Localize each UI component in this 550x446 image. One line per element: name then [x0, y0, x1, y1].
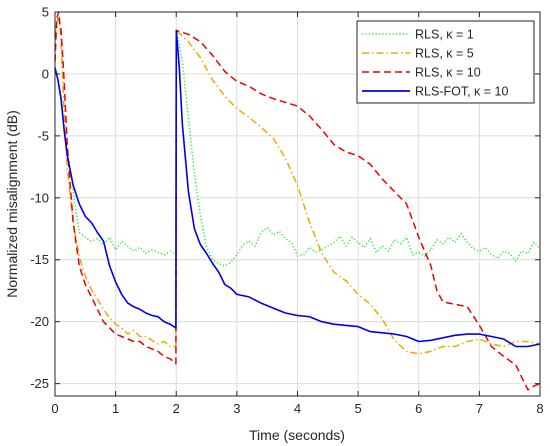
series-line-1: [54, 29, 541, 267]
y-tick-label: -20: [30, 314, 49, 329]
y-tick-label: 5: [42, 5, 49, 20]
legend-label-4: RLS-FOT, κ = 10: [415, 85, 508, 99]
y-tick-label: -15: [30, 252, 49, 267]
x-tick-label: 0: [51, 401, 58, 416]
series-line-4: [54, 29, 541, 348]
series-line-2: [54, 17, 541, 355]
x-tick-label: 4: [294, 401, 301, 416]
y-tick-label: 0: [42, 66, 49, 81]
legend: RLS, κ = 1 RLS, κ = 5 RLS, κ = 10 RLS-FOT, …: [356, 20, 535, 104]
x-tick-label: 7: [476, 401, 483, 416]
series-lines: [54, 11, 541, 391]
series-line-3: [54, 11, 541, 391]
legend-label-2: RLS, κ = 5: [415, 47, 474, 61]
axis-ticks: 0 1 2 3 4 5 6 7 8 5 0 -5 -10 -15 -20 -25: [30, 5, 543, 417]
y-tick-label: -5: [37, 128, 49, 143]
x-tick-label: 6: [415, 401, 422, 416]
x-tick-label: 3: [233, 401, 240, 416]
y-tick-label: -10: [30, 190, 49, 205]
y-axis-label: Normalized misalignment (dB): [4, 110, 20, 298]
y-tick-label: -25: [30, 376, 49, 391]
x-tick-label: 8: [536, 401, 543, 416]
legend-label-1: RLS, κ = 1: [415, 28, 474, 42]
x-tick-label: 2: [173, 401, 180, 416]
legend-label-3: RLS, κ = 10: [415, 66, 481, 80]
x-axis-label: Time (seconds): [249, 427, 345, 443]
x-tick-label: 5: [355, 401, 362, 416]
x-tick-label: 1: [112, 401, 119, 416]
